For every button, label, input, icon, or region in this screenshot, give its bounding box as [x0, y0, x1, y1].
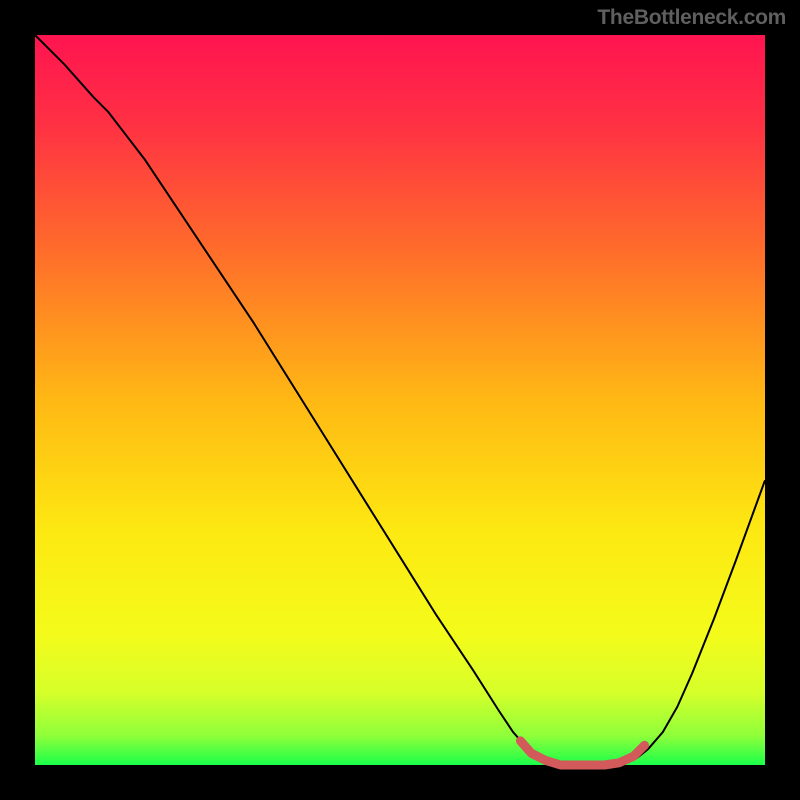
plot-area — [35, 35, 765, 765]
curves-svg — [35, 35, 765, 765]
watermark-text: TheBottleneck.com — [597, 6, 786, 30]
chart-container: TheBottleneck.com — [0, 0, 800, 800]
bottleneck-curve — [35, 35, 765, 765]
flat-marker — [520, 741, 644, 765]
